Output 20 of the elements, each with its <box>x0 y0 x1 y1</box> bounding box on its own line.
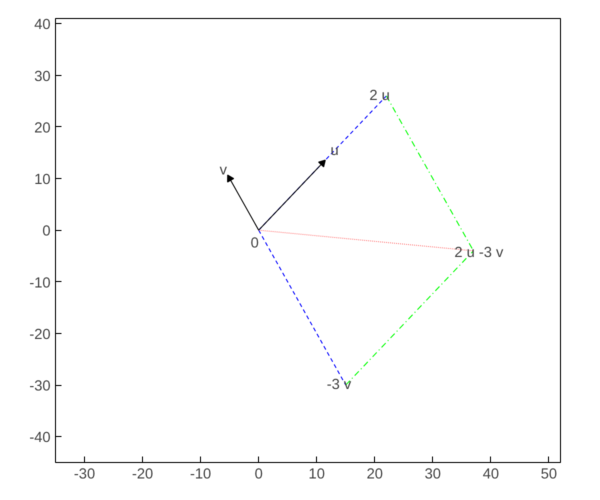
y-tick-label: -20 <box>29 326 51 343</box>
x-tick-label: 50 <box>540 466 558 482</box>
x-tick-label: 30 <box>424 466 441 482</box>
y-tick-label: -40 <box>29 430 51 446</box>
y-tick-label: 30 <box>34 68 51 85</box>
x-tick-label: -20 <box>132 466 154 482</box>
x-tick-label: 40 <box>482 466 500 482</box>
y-tick-label: 20 <box>34 120 51 136</box>
y-tick-label: 0 <box>42 224 51 240</box>
x-tick-label: 20 <box>366 466 383 482</box>
annotation: 0 <box>250 236 259 252</box>
y-tick-label: 10 <box>34 172 51 188</box>
annotation: v <box>220 162 228 179</box>
x-tick-label: -10 <box>190 466 212 482</box>
y-tick-label: -30 <box>29 378 51 395</box>
x-tick-label: 0 <box>254 466 263 482</box>
x-tick-label: 10 <box>308 466 325 482</box>
y-tick-label: 40 <box>34 17 51 34</box>
y-tick-label: -10 <box>29 275 51 292</box>
x-tick-label: -30 <box>74 466 96 482</box>
